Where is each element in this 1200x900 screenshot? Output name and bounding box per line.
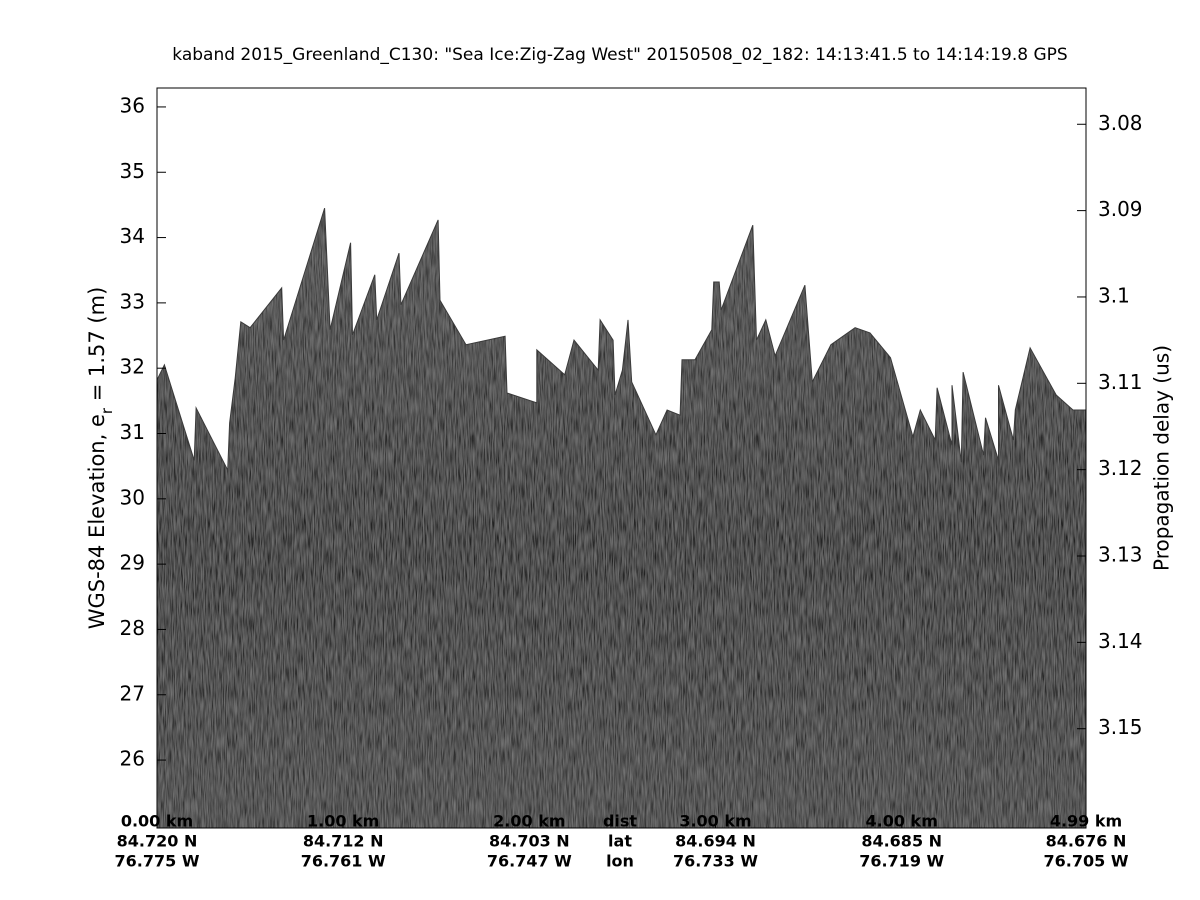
y2-tick-label: 3.12: [1098, 456, 1143, 480]
x-tick-lat: 84.685 N: [861, 832, 942, 851]
x-tick-label: 0.00 km: [121, 812, 193, 831]
x-tick-lon: 76.719 W: [859, 852, 944, 871]
plot-area: [156, 208, 1086, 828]
x-tick-lon: 76.747 W: [487, 852, 572, 871]
x-tick-label: 2.00 km: [493, 812, 565, 831]
x-tick-label: 4.00 km: [866, 812, 938, 831]
y-tick-label: 29: [120, 551, 145, 575]
x-tick-label: 4.99 km: [1050, 812, 1122, 831]
x-tick-lat: 84.676 N: [1046, 832, 1127, 851]
y-tick-label: 33: [120, 289, 145, 313]
y-tick-label: 27: [120, 681, 145, 705]
y-tick-label: 26: [120, 747, 145, 771]
y-label-text: WGS-84 Elevation, e: [85, 414, 109, 629]
y-tick-label: 31: [120, 420, 145, 444]
x-tick-lon: 76.705 W: [1044, 852, 1129, 871]
y-axis-label: WGS-84 Elevation, er = 1.57 (m): [85, 287, 116, 630]
y2-axis-label: Propagation delay (us): [1150, 345, 1174, 571]
x-tick-label: 3.00 km: [679, 812, 751, 831]
y-label-text: = 1.57 (m): [85, 287, 109, 408]
chart-title: kaband 2015_Greenland_C130: "Sea Ice:Zig…: [172, 45, 1067, 65]
y2-tick-label: 3.11: [1098, 370, 1143, 394]
x-tick-lat: 84.694 N: [675, 832, 756, 851]
x-row-name: dist: [603, 812, 637, 831]
surface-line: [156, 208, 1086, 473]
x-tick-lon: 76.775 W: [115, 852, 200, 871]
x-tick-lon: 76.733 W: [673, 852, 758, 871]
x-tick-lat: 84.712 N: [303, 832, 384, 851]
y2-tick-label: 3.13: [1098, 543, 1143, 567]
y2-tick-label: 3.14: [1098, 629, 1143, 653]
y-tick-label: 34: [120, 224, 145, 248]
axes-box: [156, 87, 1087, 829]
y-tick-label: 32: [120, 355, 145, 379]
y-label-subscript: r: [98, 407, 116, 414]
y2-tick-label: 3.1: [1098, 283, 1130, 307]
y-tick-label: 35: [120, 159, 145, 183]
y2-tick-label: 3.15: [1098, 715, 1143, 739]
y2-tick-label: 3.08: [1098, 111, 1143, 135]
y-tick-label: 36: [120, 93, 145, 117]
x-tick-lat: 84.703 N: [489, 832, 570, 851]
x-tick-label: 1.00 km: [307, 812, 379, 831]
echogram-fill: [157, 208, 1086, 828]
x-tick-lon: 76.761 W: [301, 852, 386, 871]
x-row-name: lat: [608, 832, 632, 851]
y-tick-label: 30: [120, 485, 145, 509]
x-tick-lat: 84.720 N: [117, 832, 198, 851]
x-row-name: lon: [606, 852, 634, 871]
y2-tick-label: 3.09: [1098, 197, 1143, 221]
y-tick-label: 28: [120, 616, 145, 640]
